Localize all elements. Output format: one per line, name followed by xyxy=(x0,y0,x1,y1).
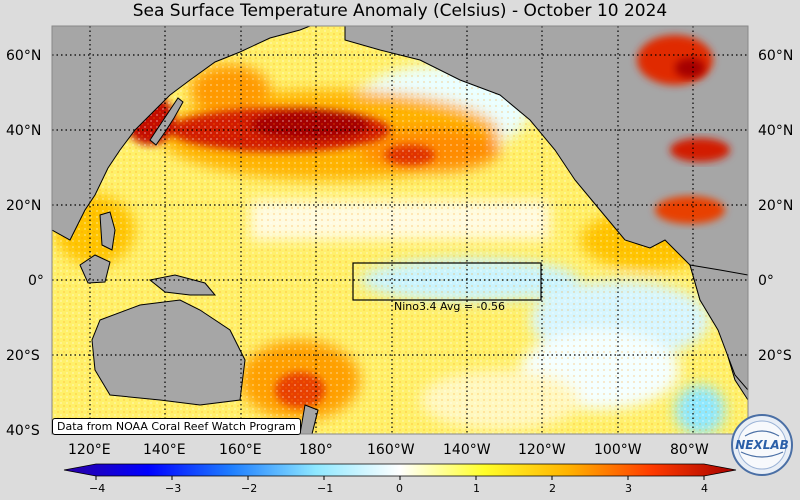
colorbar-tick-3: 3 xyxy=(625,482,632,495)
australia xyxy=(91,299,246,406)
lat-label-20n-left: 20°N xyxy=(6,198,42,214)
land xyxy=(52,26,748,434)
map-frame xyxy=(51,25,749,435)
colorbar-tick-neg1: −1 xyxy=(317,482,334,495)
lat-label-20n-right: 20°N xyxy=(758,198,794,214)
nino34-average-label: Nino3.4 Avg = -0.56 xyxy=(394,300,506,313)
nexlab-logo: NEXLAB xyxy=(731,414,793,476)
south-america xyxy=(689,264,748,391)
map-title: Sea Surface Temperature Anomaly (Celsius… xyxy=(132,1,668,21)
lat-label-40s-left: 40°S xyxy=(6,423,40,439)
lat-label-60n-right: 60°N xyxy=(758,48,794,64)
lon-label-120w: 120°W xyxy=(518,442,566,458)
asia-landmass xyxy=(52,26,311,241)
lon-label-140e: 140°E xyxy=(143,442,186,458)
ocean-field xyxy=(52,26,748,434)
lon-label-80w: 80°W xyxy=(670,442,709,458)
colorbar-tick-neg4: −4 xyxy=(89,482,106,495)
colorbar xyxy=(63,463,737,477)
lat-label-20s-right: 20°S xyxy=(758,348,792,364)
new-zealand xyxy=(299,404,319,434)
alaska-northwest-america xyxy=(344,26,748,401)
colorbar-tick-2: 2 xyxy=(549,482,556,495)
data-credit: Data from NOAA Coral Reef Watch Program xyxy=(52,418,301,435)
philippines xyxy=(99,211,116,251)
lat-label-60n-left: 60°N xyxy=(6,48,42,64)
colorbar-tick-neg3: −3 xyxy=(165,482,182,495)
lon-label-140w: 140°W xyxy=(443,442,491,458)
lon-label-180: 180° xyxy=(299,442,333,458)
japan xyxy=(149,97,184,146)
lat-label-0-right: 0° xyxy=(758,273,774,289)
colorbar-tick-neg2: −2 xyxy=(241,482,258,495)
colorbar-ticks xyxy=(95,476,705,480)
lon-label-160w: 160°W xyxy=(367,442,415,458)
colorbar-tick-0: 0 xyxy=(396,482,403,495)
lat-label-0-left: 0° xyxy=(28,273,44,289)
lat-label-40n-left: 40°N xyxy=(6,123,42,139)
lon-label-120e: 120°E xyxy=(68,442,111,458)
logo-text: NEXLAB xyxy=(735,438,789,452)
colorbar-tick-1: 1 xyxy=(473,482,480,495)
lon-label-100w: 100°W xyxy=(594,442,642,458)
lat-label-40n-right: 40°N xyxy=(758,123,794,139)
colorbar-tick-4: 4 xyxy=(701,482,708,495)
graticule xyxy=(52,26,748,434)
lon-label-160e: 160°E xyxy=(219,442,262,458)
nino34-box xyxy=(352,262,542,301)
borneo xyxy=(79,254,111,284)
lat-label-20s-left: 20°S xyxy=(6,348,40,364)
